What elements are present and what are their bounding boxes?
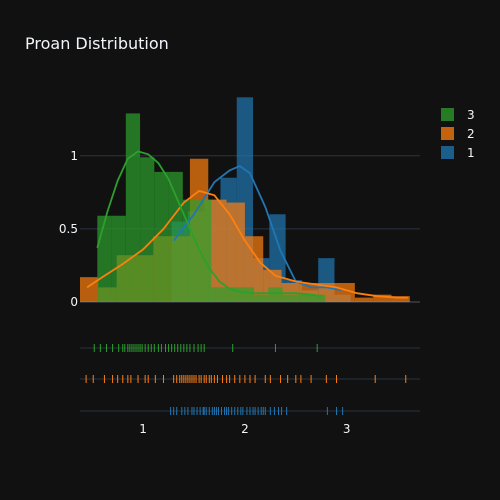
bar-series-3-3: [140, 157, 155, 302]
bar-series-2-8: [226, 202, 245, 302]
kde-series-3: [96, 150, 322, 298]
legend[interactable]: 3 2 1: [441, 108, 475, 160]
y-tick-label-0: 0: [70, 295, 78, 309]
bar-series-3-15: [311, 294, 326, 302]
bar-series-3-4: [154, 171, 169, 302]
legend-label-3: 3: [467, 108, 475, 122]
legend-item-2[interactable]: 2: [441, 127, 475, 141]
legend-label-1: 1: [467, 146, 475, 160]
y-tick-label-1: 0.5: [59, 222, 78, 236]
bar-series-2-16: [373, 294, 392, 302]
legend-swatch-3: [441, 108, 454, 121]
bar-series-3-2: [125, 113, 141, 303]
axes: 0 0.5 1 1 2 3: [59, 149, 351, 436]
legend-item-3[interactable]: 3: [441, 108, 475, 122]
legend-swatch-1: [441, 146, 454, 159]
bar-series-3-14: [296, 294, 312, 302]
bar-series-3-11: [254, 294, 269, 302]
bar-series-3-1: [111, 215, 126, 302]
kde-curves: [86, 150, 408, 299]
rug-plots: [80, 344, 420, 415]
histogram-bars: [80, 97, 410, 303]
bar-series-2-17: [391, 296, 410, 302]
bar-series-2-9: [244, 236, 264, 302]
bar-series-2-15: [354, 297, 374, 302]
kde-series-1: [172, 164, 342, 292]
kde-series-2: [86, 189, 408, 299]
bar-series-3-8: [211, 287, 226, 302]
legend-swatch-2: [441, 127, 454, 140]
bar-series-3-10: [239, 287, 255, 302]
bar-series-3-12: [268, 287, 283, 302]
bar-series-3-7: [197, 199, 212, 302]
bar-series-3-13: [282, 294, 297, 302]
bar-series-2-7: [208, 199, 227, 302]
legend-item-1[interactable]: 1: [441, 146, 475, 160]
x-tick-label-0: 1: [139, 422, 147, 436]
chart-title: Proan Distribution: [25, 34, 169, 53]
x-tick-label-2: 3: [343, 422, 351, 436]
bar-series-3-0: [97, 215, 112, 302]
y-tick-label-2: 1: [70, 149, 78, 163]
bar-series-2-14: [336, 282, 355, 302]
legend-label-2: 2: [467, 127, 475, 141]
x-tick-label-1: 2: [241, 422, 249, 436]
